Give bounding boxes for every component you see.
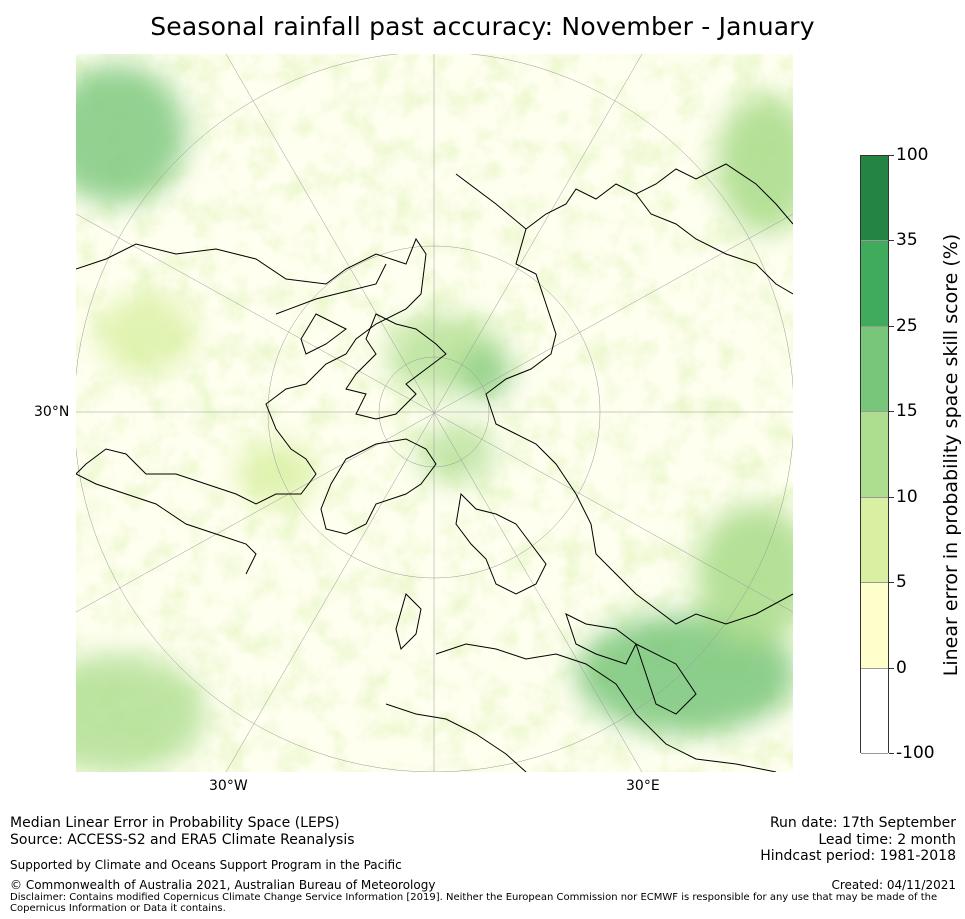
colorbar-segment	[861, 583, 888, 669]
colorbar-title: Linear error in probability space skill …	[940, 233, 962, 677]
colorbar-tick-label: -100	[896, 743, 935, 763]
colorbar-tick-label: 25	[896, 315, 918, 336]
colorbar-tick-mark	[889, 667, 894, 669]
skill-patches	[76, 64, 793, 772]
colorbar-tick-label: 5	[896, 572, 907, 593]
colorbar-tick-label: 0	[896, 657, 907, 678]
colorbar-segment	[861, 412, 888, 498]
footer-copyright: © Commonwealth of Australia 2021, Austra…	[10, 878, 436, 892]
map-canvas	[76, 54, 793, 772]
graticule	[76, 54, 793, 772]
footer-disclaimer: Disclaimer: Contains modified Copernicus…	[10, 892, 938, 914]
footer-source: Source: ACCESS-S2 and ERA5 Climate Reana…	[10, 832, 355, 848]
colorbar-tick-mark	[889, 753, 894, 754]
colorbar-segment	[861, 241, 888, 327]
lon-label-30w: 30°W	[209, 778, 248, 794]
footer-support: Supported by Climate and Oceans Support …	[10, 858, 402, 872]
colorbar-tick-mark	[889, 325, 894, 327]
colorbar-tick-label: 15	[896, 401, 918, 422]
colorbar-tick-label: 10	[896, 486, 918, 507]
chart-title: Seasonal rainfall past accuracy: Novembe…	[150, 12, 815, 41]
footer-leps: Median Linear Error in Probability Space…	[10, 815, 340, 831]
lat-label-30n: 30°N	[34, 404, 70, 420]
colorbar-tick-mark	[889, 496, 894, 498]
colorbar-tick-mark	[889, 240, 894, 242]
colorbar-segment	[861, 497, 888, 584]
lead-time: Lead time: 2 month	[818, 832, 956, 848]
colorbar-tick-mark	[889, 582, 894, 584]
polar-map	[76, 54, 793, 772]
hindcast-period: Hindcast period: 1981-2018	[760, 848, 956, 864]
colorbar-tick-label: 35	[896, 230, 918, 251]
coastlines	[76, 163, 793, 772]
colorbar-segment	[861, 326, 888, 413]
colorbar-segment	[861, 668, 888, 754]
colorbar-tick-mark	[889, 411, 894, 413]
lon-label-30e: 30°E	[626, 778, 660, 794]
colorbar	[860, 155, 889, 754]
run-date: Run date: 17th September	[769, 815, 956, 831]
colorbar-tick-label: 100	[896, 145, 929, 165]
colorbar-tick-mark	[889, 155, 894, 156]
created-date: Created: 04/11/2021	[831, 878, 956, 892]
colorbar-segment	[861, 156, 888, 242]
